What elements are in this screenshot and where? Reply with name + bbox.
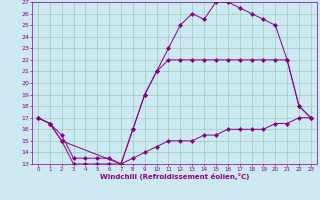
X-axis label: Windchill (Refroidissement éolien,°C): Windchill (Refroidissement éolien,°C): [100, 173, 249, 180]
